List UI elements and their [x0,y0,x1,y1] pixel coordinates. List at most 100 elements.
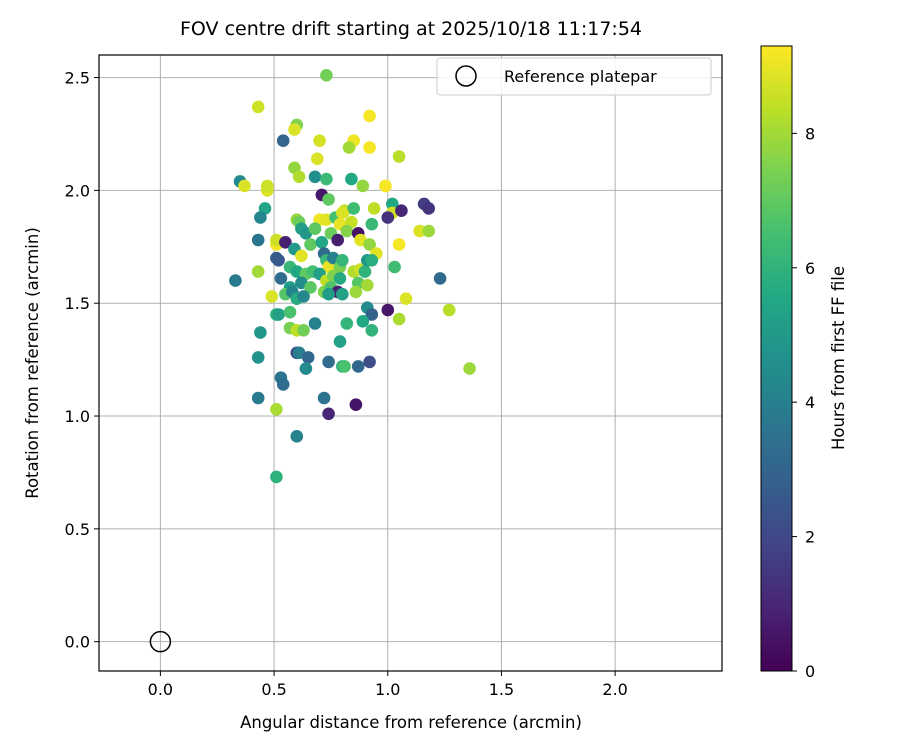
data-point [365,217,379,231]
colorbar-ticks: 0 2 4 6 8 [792,124,815,681]
data-point [331,233,345,247]
data-point [363,109,376,123]
data-point [265,290,279,303]
data-point [399,292,413,306]
data-point [304,238,317,251]
reference-platepar-marker [149,630,172,653]
data-point [463,362,476,375]
legend-box [436,57,712,96]
data-point [336,206,349,220]
data-point [283,305,297,319]
data-point [322,355,335,369]
data-point [251,391,265,405]
data-point [290,430,304,443]
data-point [311,152,324,166]
data-point [367,202,381,215]
colorbar-tick-label: 0 [805,662,815,681]
y-axis-label: Rotation from reference (arcmin) [23,227,42,499]
data-point [349,285,363,299]
data-point [254,326,267,339]
data-point [320,172,333,186]
colorbar-tick-label: 6 [805,259,815,278]
data-point [413,224,426,238]
colorbar-tick-label: 4 [805,393,815,412]
x-tick-label: 1.5 [489,680,514,699]
data-point [342,141,356,154]
data-points [229,69,476,484]
legend-label: Reference platepar [504,67,657,86]
y-tick-label: 0.5 [65,520,90,539]
data-point [379,179,392,193]
colorbar-label: Hours from first FF file [829,266,848,450]
colorbar: 0 2 4 6 8 Hours from first FF file [760,45,848,681]
data-point [295,249,308,263]
data-point [395,204,408,217]
data-point [313,134,326,147]
data-point [272,308,285,321]
reference-layer [149,630,172,653]
data-point [363,355,376,369]
data-point [365,308,379,321]
grid [99,55,722,671]
data-point [422,202,436,215]
data-point [392,150,406,163]
data-point [254,211,267,224]
y-tick-label: 2.0 [65,181,90,200]
data-point [274,272,288,285]
data-point [363,238,376,251]
data-point [308,317,322,330]
x-tick-label: 0.0 [148,680,173,699]
colorbar-tick-label: 8 [805,124,815,143]
data-point [317,391,331,405]
data-point [361,278,374,292]
data-point [356,315,370,328]
plot-frame [98,54,723,672]
x-axis-ticks: 0.0 0.5 1.0 1.5 2.0 [148,671,628,699]
data-point [365,324,379,337]
data-point [392,238,406,251]
data-point [338,360,351,373]
legend-marker-icon [455,65,477,87]
data-point [270,470,283,484]
data-point [322,287,335,301]
data-point [336,287,349,301]
data-point [333,272,347,285]
data-point [333,335,347,348]
data-point [276,134,290,147]
data-point [345,172,358,186]
y-axis-ticks: 0.0 0.5 1.0 1.5 2.0 2.5 [65,69,99,652]
data-point [388,260,401,274]
colorbar-gradient [760,45,793,672]
data-point [279,236,292,249]
legend: Reference platepar [436,57,712,96]
data-point [251,100,265,114]
data-point [322,193,335,206]
data-point [351,360,365,373]
data-point [422,224,436,238]
y-tick-label: 1.0 [65,407,90,426]
data-point [251,351,265,364]
data-point [442,303,456,317]
y-tick-label: 1.5 [65,294,90,313]
data-point [304,281,317,294]
chart-title: FOV centre drift starting at 2025/10/18 … [180,18,642,40]
data-point [320,69,333,82]
data-point [272,253,285,267]
x-tick-label: 2.0 [602,680,627,699]
data-point [261,179,274,193]
x-tick-label: 1.0 [375,680,400,699]
data-point [292,170,306,184]
data-point [297,324,310,337]
y-tick-label: 0.0 [65,633,90,652]
data-point [392,312,406,326]
data-point [347,202,361,215]
data-point [336,253,349,267]
data-point [301,351,315,364]
y-tick-label: 2.5 [65,69,90,88]
data-point [308,222,322,235]
data-point [299,362,313,375]
data-point [308,170,322,184]
data-point [356,179,370,193]
colorbar-tick-label: 2 [805,528,815,547]
